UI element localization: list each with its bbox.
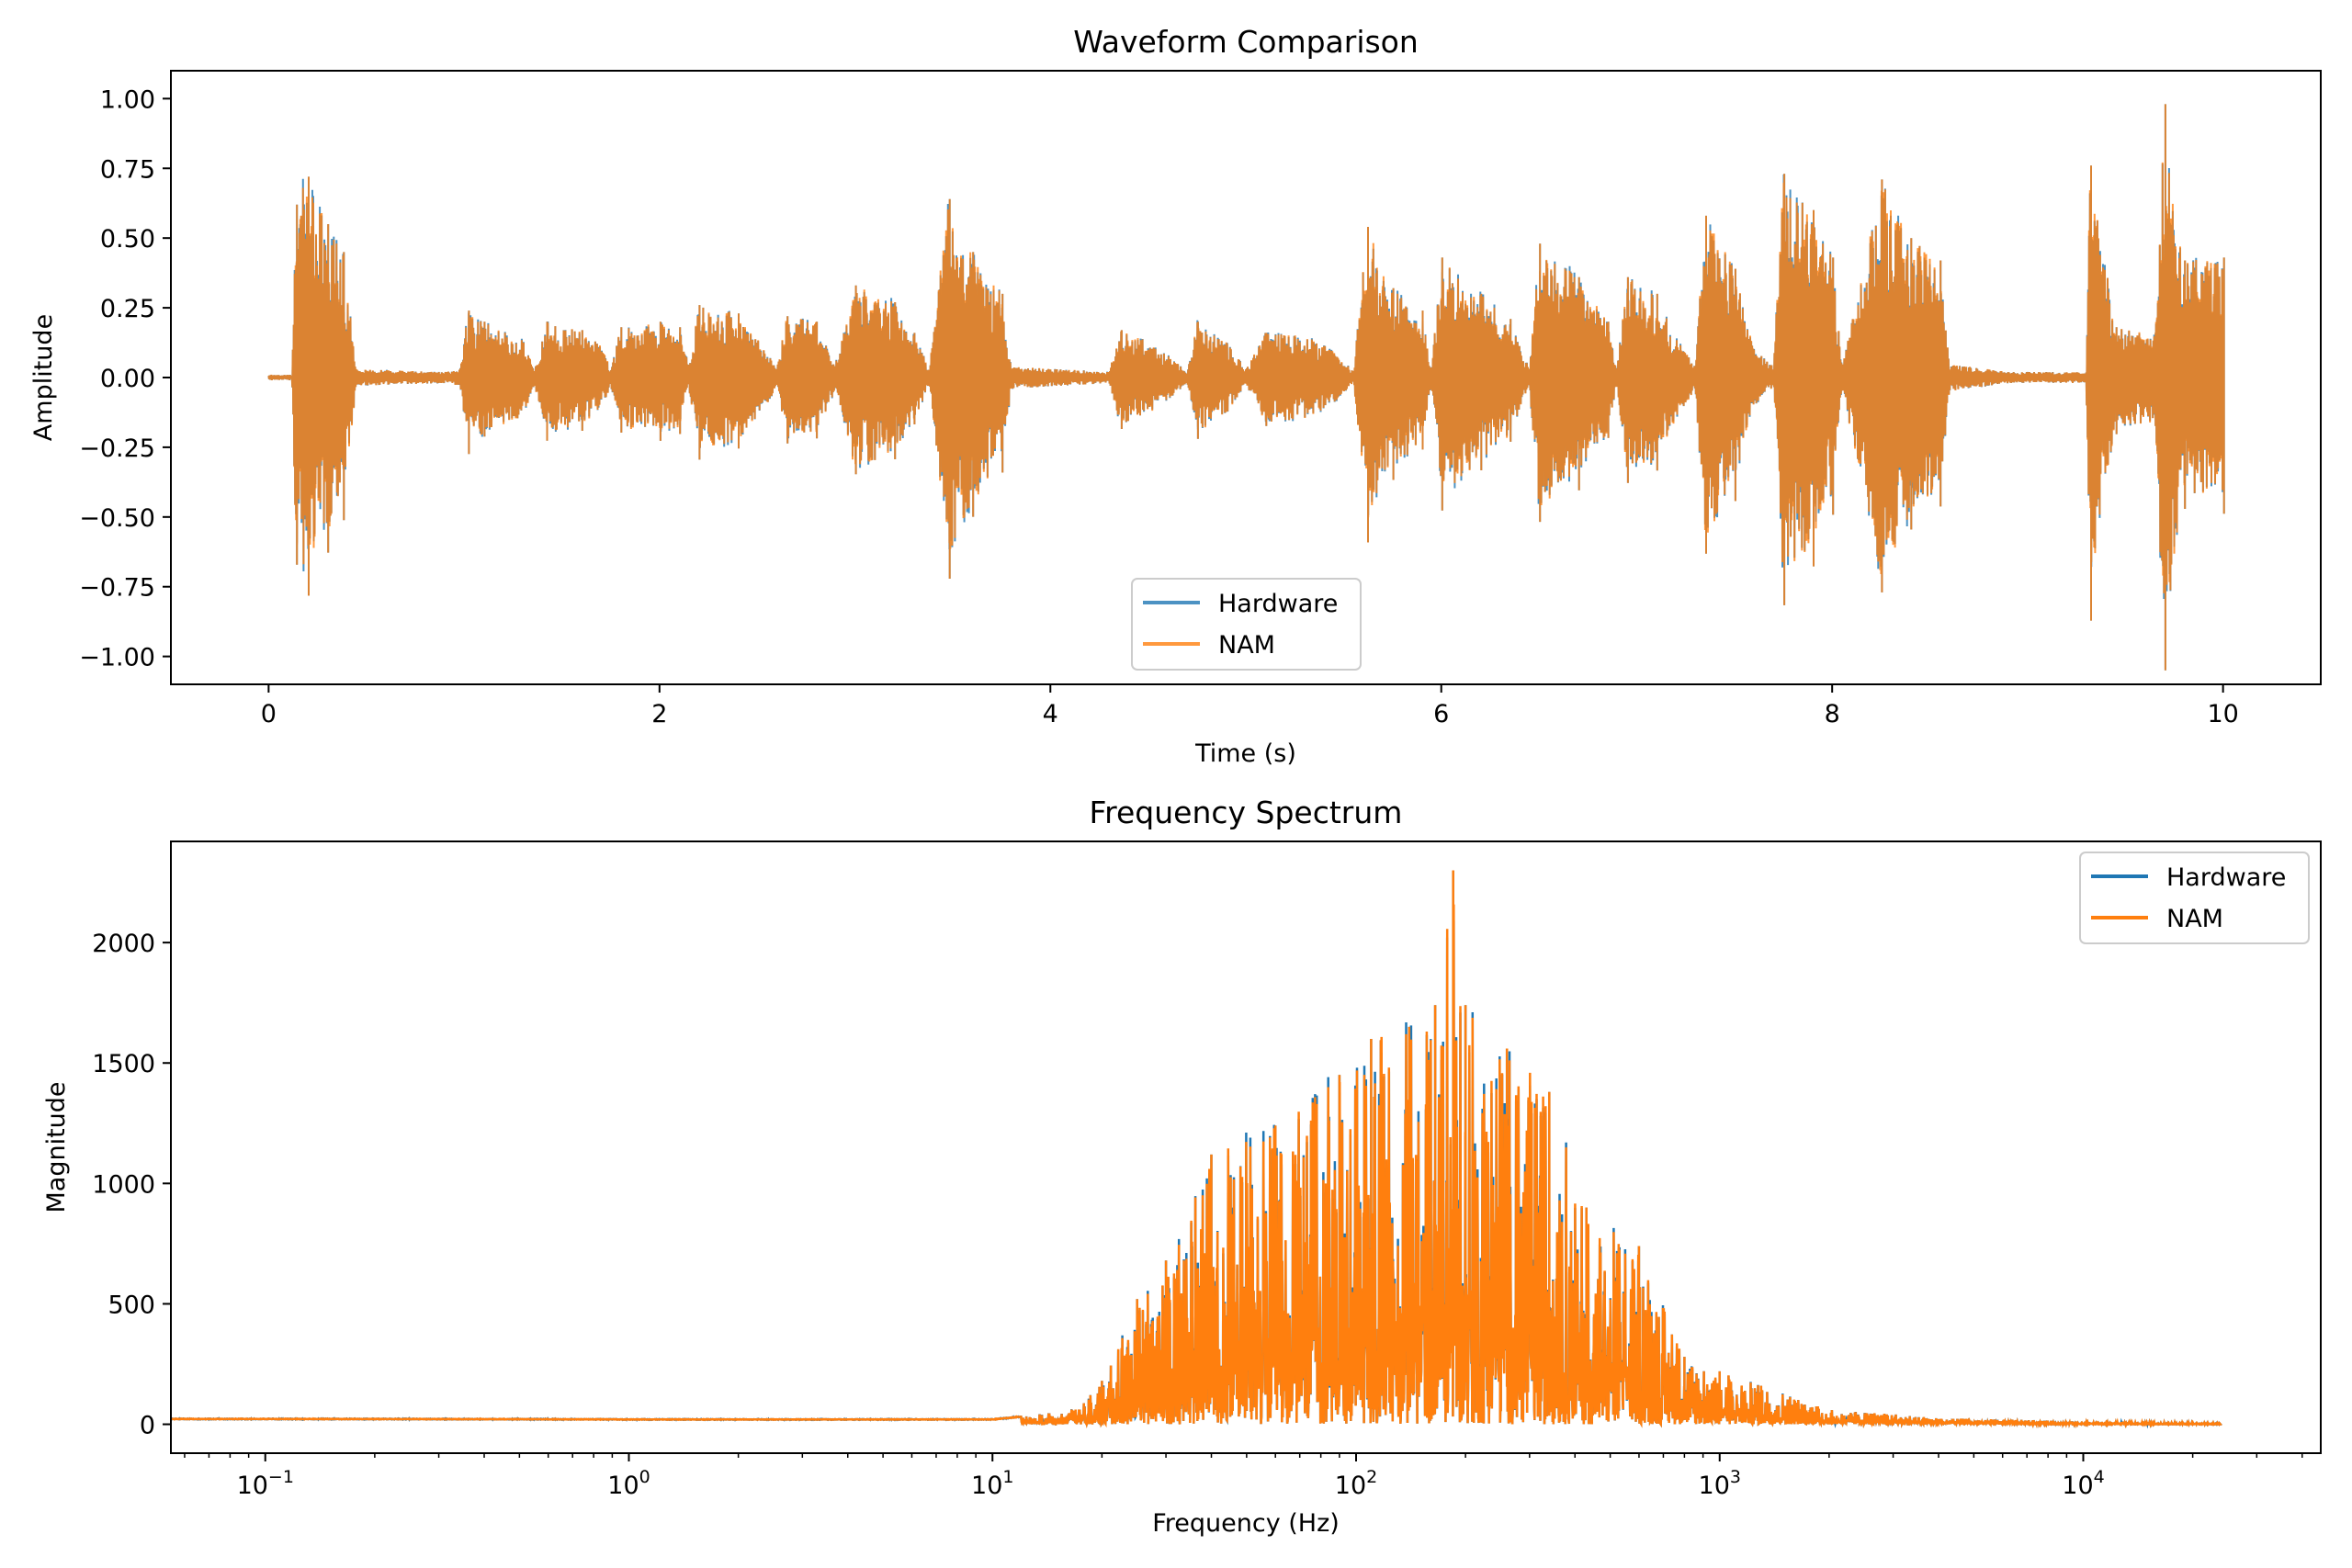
spectrum-x-tick-label: 103 (1699, 1467, 1741, 1500)
spectrum-plot-frame (170, 840, 2322, 1454)
waveform-legend: Hardware NAM (1131, 578, 1362, 671)
spectrum-x-axis-label: Frequency (Hz) (1152, 1509, 1340, 1538)
spectrum-y-tick-label: 2000 (92, 930, 155, 958)
waveform-plot-frame (170, 70, 2322, 685)
waveform-x-tick-label: 2 (651, 700, 667, 728)
spectrum-legend: Hardware NAM (2079, 852, 2310, 944)
spectrum-x-tick-label: 10−1 (237, 1467, 294, 1500)
spectrum-y-tick-label: 1000 (92, 1170, 155, 1199)
spectrum-legend-nam-label: NAM (2166, 905, 2223, 933)
waveform-y-tick-label: 0.25 (100, 295, 155, 323)
waveform-title: Waveform Comparison (1073, 24, 1419, 60)
waveform-x-tick-label: 6 (1433, 700, 1449, 728)
spectrum-y-axis-label: Magnitude (42, 1081, 71, 1213)
waveform-y-tick-label: −1.00 (79, 644, 155, 672)
waveform-x-tick-label: 4 (1043, 700, 1058, 728)
spectrum-panel: Frequency Spectrum 10−1 100 101 102 103 104 0 5… (42, 795, 2322, 1538)
spectrum-x-tick-label: 101 (971, 1467, 1013, 1500)
spectrum-y-tick-label: 500 (107, 1291, 155, 1319)
spectrum-legend-hardware-label: Hardware (2166, 863, 2286, 892)
waveform-nam-line (267, 104, 2225, 671)
waveform-y-tick-label: 0.50 (100, 225, 155, 254)
waveform-y-tick-label: 0.00 (100, 365, 155, 393)
waveform-legend-hardware-label: Hardware (1218, 590, 1338, 618)
waveform-data (267, 104, 2225, 671)
waveform-axes-ticks: 0 2 4 6 8 10 1.00 0.75 0.50 0.25 0.00 −0.25 −0.50 −0.… (79, 85, 2239, 728)
waveform-x-tick-label: 10 (2207, 700, 2238, 728)
waveform-y-tick-label: −0.25 (79, 434, 155, 463)
spectrum-y-tick-label: 1500 (92, 1050, 155, 1078)
waveform-y-tick-label: −0.50 (79, 504, 155, 533)
waveform-legend-nam-label: NAM (1218, 631, 1275, 660)
spectrum-data (171, 870, 2222, 1429)
waveform-x-axis-label: Time (s) (1194, 739, 1296, 768)
waveform-y-tick-label: 0.75 (100, 155, 155, 184)
spectrum-y-tick-label: 0 (140, 1412, 155, 1440)
waveform-y-tick-label: 1.00 (100, 85, 155, 114)
spectrum-nam-line (171, 870, 2222, 1429)
waveform-panel: Waveform Comparison 0 2 4 6 8 101.000.750.500… (29, 24, 2322, 768)
spectrum-x-tick-label: 100 (607, 1467, 650, 1500)
spectrum-x-tick-label: 104 (2062, 1467, 2104, 1500)
waveform-x-tick-label: 8 (1825, 700, 1840, 728)
waveform-y-axis-label: Amplitude (29, 314, 58, 441)
waveform-x-tick-label: 0 (261, 700, 277, 728)
waveform-y-tick-label: −0.75 (79, 574, 155, 603)
spectrum-title: Frequency Spectrum (1090, 795, 1403, 830)
spectrum-x-tick-label: 102 (1335, 1467, 1377, 1500)
